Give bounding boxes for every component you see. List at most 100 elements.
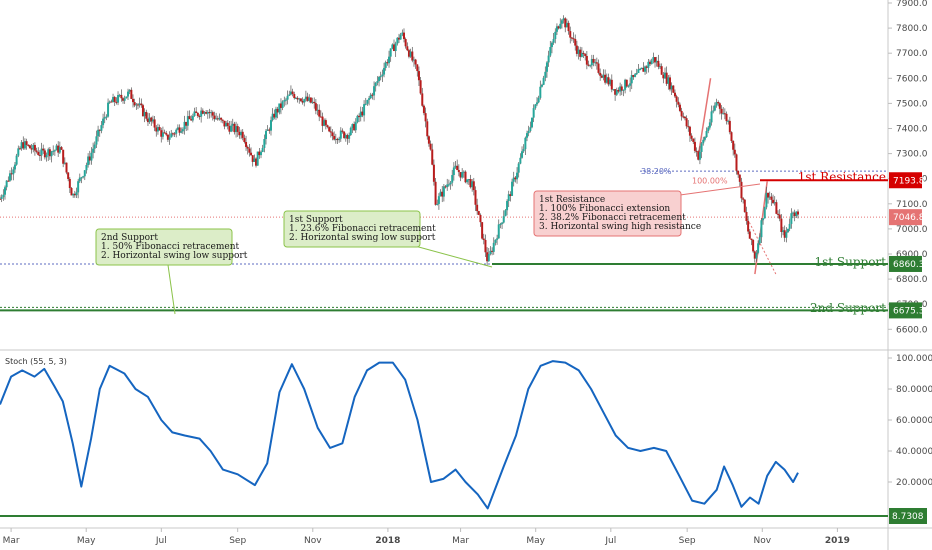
candle-down bbox=[491, 250, 494, 252]
candle-down bbox=[158, 127, 161, 131]
candle-down bbox=[30, 148, 33, 150]
candle-down bbox=[195, 111, 198, 113]
candle-down bbox=[248, 148, 251, 153]
candle-down bbox=[130, 89, 133, 99]
candle-down bbox=[208, 112, 211, 114]
candle-up bbox=[23, 141, 26, 149]
candle-up bbox=[191, 115, 194, 121]
candle-up bbox=[138, 103, 141, 106]
candle-up bbox=[562, 18, 565, 21]
candle-down bbox=[424, 113, 427, 122]
candle-up bbox=[467, 179, 470, 181]
candle-down bbox=[474, 190, 477, 205]
candle-up bbox=[127, 91, 130, 97]
candle-down bbox=[419, 80, 422, 94]
candle-down bbox=[668, 77, 671, 90]
candle-down bbox=[614, 89, 617, 95]
candle-up bbox=[552, 38, 555, 43]
candle-down bbox=[587, 64, 590, 66]
candle-down bbox=[88, 156, 91, 161]
candle-up bbox=[274, 108, 277, 118]
stoch-level-tag-bg bbox=[889, 508, 927, 524]
candle-up bbox=[231, 123, 234, 126]
candle-up bbox=[128, 89, 131, 92]
candle-up bbox=[117, 95, 120, 103]
candle-down bbox=[737, 170, 740, 175]
candle-down bbox=[115, 101, 118, 103]
candle-down bbox=[140, 103, 143, 106]
time-tick-label: Mar bbox=[3, 536, 20, 546]
candle-down bbox=[57, 145, 60, 153]
candle-down bbox=[166, 134, 169, 140]
candle-up bbox=[565, 22, 568, 28]
time-tick-label: 2019 bbox=[825, 536, 850, 546]
candle-up bbox=[768, 196, 771, 198]
candle-down bbox=[196, 112, 199, 117]
box-s2-line-0: 2nd Support bbox=[101, 233, 158, 243]
candle-down bbox=[113, 97, 116, 102]
time-tick-label: May bbox=[77, 536, 96, 546]
candle-down bbox=[753, 251, 756, 259]
candle-down bbox=[665, 72, 668, 84]
price-tick-label: 7000.0 bbox=[896, 225, 928, 235]
candle-down bbox=[600, 75, 603, 78]
candle-up bbox=[356, 115, 359, 123]
candle-down bbox=[770, 196, 773, 200]
candle-down bbox=[607, 77, 610, 85]
candle-up bbox=[489, 250, 492, 255]
price-tick-label: 7700.0 bbox=[896, 49, 928, 59]
candle-down bbox=[677, 101, 680, 105]
candle-down bbox=[740, 181, 743, 199]
candle-down bbox=[725, 113, 728, 122]
candle-down bbox=[306, 96, 309, 101]
candle-up bbox=[308, 97, 311, 101]
price-panel-bg bbox=[0, 0, 888, 350]
candle-up bbox=[698, 151, 701, 160]
candle-down bbox=[258, 151, 261, 156]
candle-up bbox=[594, 62, 597, 64]
candle-down bbox=[48, 149, 51, 157]
candle-up bbox=[615, 89, 618, 95]
candle-down bbox=[575, 45, 578, 54]
candle-up bbox=[532, 108, 535, 118]
candle-up bbox=[705, 131, 708, 138]
candle-down bbox=[584, 54, 587, 56]
candle-up bbox=[298, 98, 301, 100]
candle-down bbox=[720, 108, 723, 114]
candle-down bbox=[318, 109, 321, 117]
current-price-tag: 7046.8 bbox=[893, 213, 925, 223]
candle-down bbox=[481, 222, 484, 239]
candle-down bbox=[427, 136, 430, 144]
candle-up bbox=[3, 187, 6, 195]
candle-down bbox=[718, 103, 721, 109]
candle-down bbox=[414, 59, 417, 65]
price-tick-label: 7400.0 bbox=[896, 125, 928, 135]
candle-up bbox=[283, 100, 286, 102]
candle-up bbox=[151, 119, 154, 122]
candle-up bbox=[652, 57, 655, 61]
candle-up bbox=[447, 184, 450, 186]
candle-up bbox=[108, 101, 111, 103]
candle-down bbox=[18, 148, 21, 150]
candle-up bbox=[637, 69, 640, 74]
candle-up bbox=[708, 122, 711, 128]
candle-down bbox=[431, 149, 434, 165]
candle-up bbox=[50, 151, 53, 157]
candle-down bbox=[654, 57, 657, 63]
candle-down bbox=[476, 204, 479, 212]
candle-down bbox=[585, 55, 588, 65]
candle-down bbox=[780, 218, 783, 232]
candle-down bbox=[429, 143, 432, 150]
candle-up bbox=[8, 173, 11, 181]
candle-up bbox=[12, 169, 15, 175]
candle-down bbox=[417, 71, 420, 81]
candle-down bbox=[296, 97, 299, 100]
support2-price-tag: 6675.3 bbox=[893, 306, 925, 316]
candle-up bbox=[13, 164, 16, 170]
candle-up bbox=[461, 172, 464, 178]
candle-down bbox=[73, 193, 76, 196]
box-s1-line-0: 1st Support bbox=[289, 215, 343, 225]
candle-up bbox=[619, 86, 622, 92]
candle-down bbox=[723, 113, 726, 115]
